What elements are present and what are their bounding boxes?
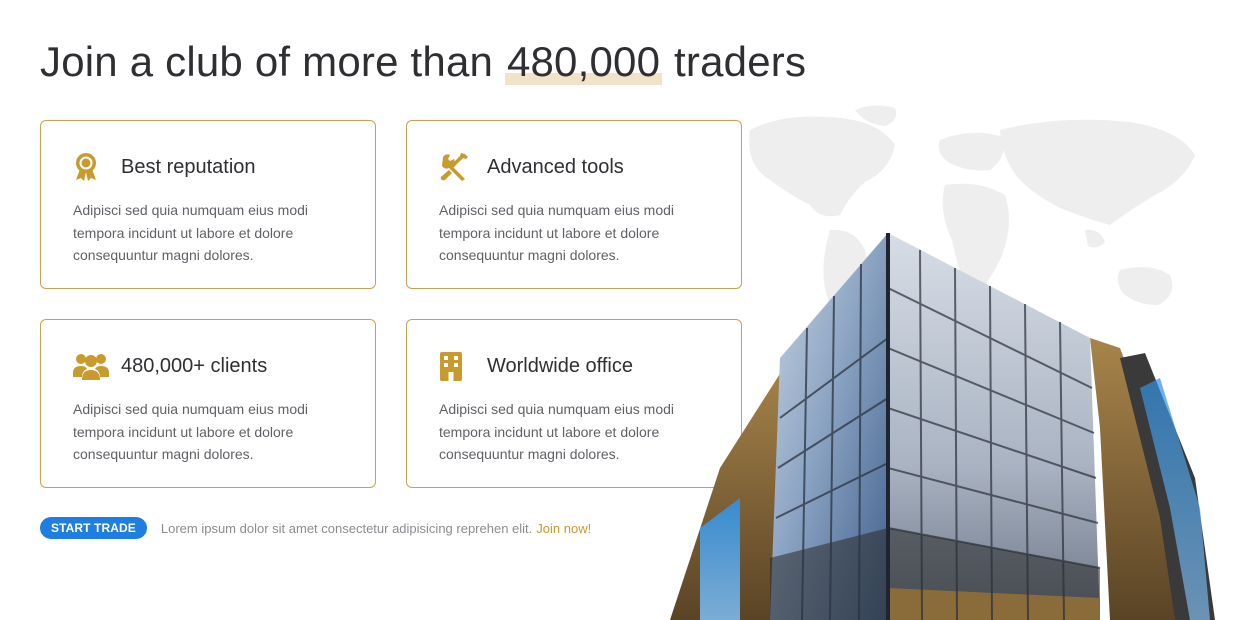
title-highlight: 480,000: [504, 38, 663, 85]
card-title: Best reputation: [121, 155, 256, 178]
tools-icon: [439, 149, 477, 185]
page-title: Join a club of more than 480,000 traders: [40, 38, 806, 86]
users-group-icon: [73, 348, 111, 384]
card-description: Adipisci sed quia numquam eius modi temp…: [439, 401, 675, 462]
card-title: Advanced tools: [487, 155, 624, 178]
start-trade-button[interactable]: START TRADE: [40, 517, 147, 539]
award-ribbon-icon: [73, 149, 111, 185]
card-description: Adipisci sed quia numquam eius modi temp…: [73, 202, 309, 263]
card-title: Worldwide office: [487, 354, 633, 377]
feature-card-office: Worldwide office Adipisci sed quia numqu…: [406, 319, 742, 488]
join-now-link[interactable]: Join now!: [536, 520, 592, 536]
office-building-photo: [670, 233, 1215, 620]
world-map-background: [749, 105, 1195, 345]
title-suffix: traders: [662, 38, 807, 85]
office-building-icon: [439, 348, 477, 384]
card-description: Adipisci sed quia numquam eius modi temp…: [73, 401, 309, 462]
feature-card-tools: Advanced tools Adipisci sed quia numquam…: [406, 120, 742, 289]
cta-row: START TRADE Lorem ipsum dolor sit amet c…: [40, 517, 591, 539]
feature-card-clients: 480,000+ clients Adipisci sed quia numqu…: [40, 319, 376, 488]
cta-text: Lorem ipsum dolor sit amet consectetur a…: [160, 520, 533, 536]
card-title: 480,000+ clients: [121, 354, 268, 377]
card-description: Adipisci sed quia numquam eius modi temp…: [439, 202, 675, 263]
title-prefix: Join a club of more than: [40, 38, 505, 85]
feature-card-reputation: Best reputation Adipisci sed quia numqua…: [40, 120, 376, 289]
